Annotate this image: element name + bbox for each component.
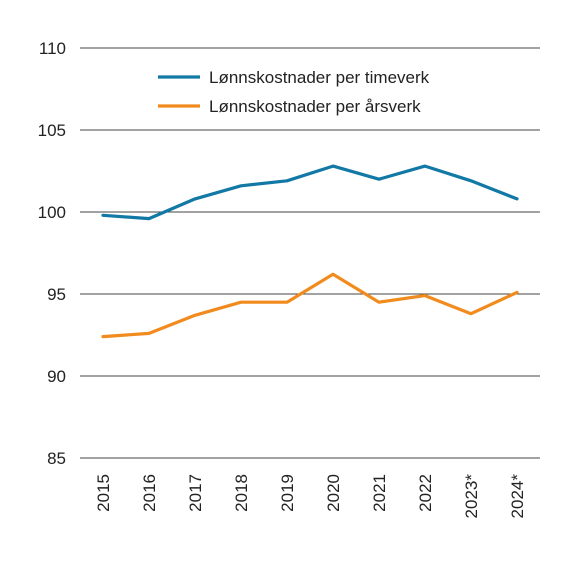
- x-tick-label: 2021: [370, 474, 389, 512]
- y-tick-label: 90: [47, 367, 66, 386]
- x-tick-label: 2019: [278, 474, 297, 512]
- x-tick-label: 2015: [94, 474, 113, 512]
- y-tick-label: 85: [47, 449, 66, 468]
- legend: Lønnskostnader per timeverk Lønnskostnade…: [158, 68, 430, 116]
- y-tick-label: 105: [38, 121, 66, 140]
- series-line-1: [101, 164, 519, 221]
- x-tick-label: 2024*: [508, 474, 527, 519]
- x-tick-label: 2022: [416, 474, 435, 512]
- series-line-2: [101, 272, 519, 339]
- x-tick-label: 2018: [232, 474, 251, 512]
- y-tick-label: 110: [39, 39, 66, 58]
- data-series: [101, 164, 519, 339]
- y-tick-label: 100: [38, 203, 66, 222]
- x-tick-label: 2016: [140, 474, 159, 512]
- x-tick-label: 2017: [186, 474, 205, 512]
- x-tick-label: 2023*: [462, 474, 481, 519]
- y-tick-label: 95: [47, 285, 66, 304]
- legend-label-2: Lønnskostnader per årsverk: [209, 97, 421, 116]
- x-tick-label: 2020: [324, 474, 343, 512]
- x-axis-tick-labels: 2015 2016 2017 2018 2019 2020 2021 2022 2023* 202…: [94, 474, 527, 519]
- y-axis-tick-labels: 85 90 95 100 105 110: [38, 39, 66, 468]
- grid-lines: [80, 47, 540, 459]
- legend-label-1: Lønnskostnader per timeverk: [209, 68, 430, 87]
